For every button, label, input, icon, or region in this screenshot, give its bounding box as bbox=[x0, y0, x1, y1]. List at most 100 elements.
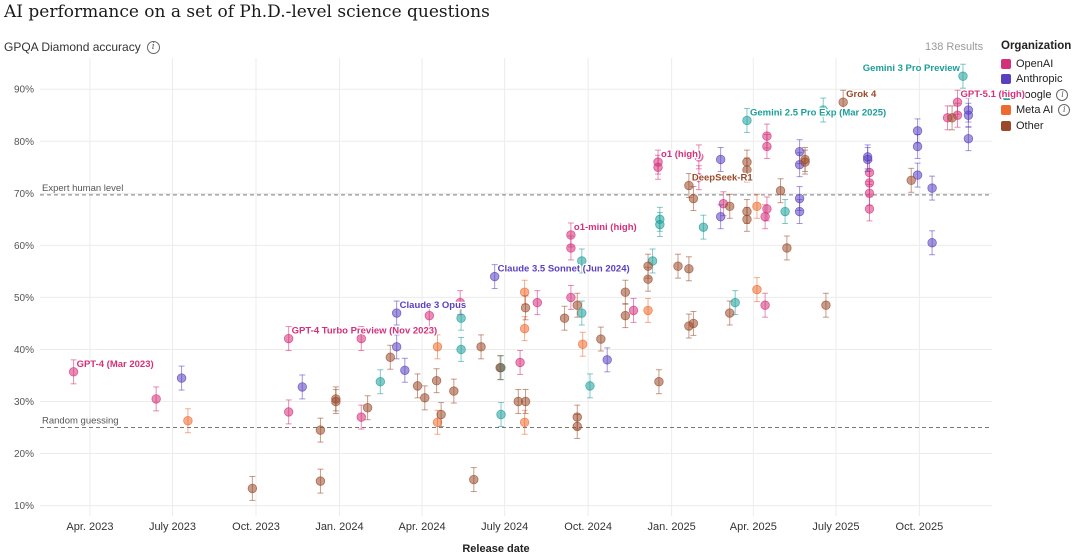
data-point bbox=[688, 318, 699, 329]
results-count: 138 Results bbox=[925, 41, 984, 53]
data-point bbox=[620, 287, 631, 297]
data-point bbox=[420, 393, 430, 403]
legend: Organization OpenAI Anthropic Google i Meta … bbox=[1001, 40, 1071, 134]
data-point bbox=[800, 157, 810, 167]
data-point bbox=[520, 396, 531, 407]
data-point bbox=[496, 409, 506, 420]
data-point bbox=[436, 409, 446, 420]
data-point bbox=[297, 382, 307, 392]
x-tick-label: Jan. 2025 bbox=[647, 521, 695, 533]
legend-label: Google bbox=[1016, 88, 1052, 101]
data-point bbox=[673, 261, 683, 271]
data-point bbox=[283, 333, 294, 344]
data-point bbox=[775, 186, 786, 196]
point-annotation: Claude 3 Opus bbox=[400, 300, 467, 311]
data-point bbox=[520, 303, 531, 313]
subtitle-text: GPQA Diamond accuracy bbox=[4, 40, 141, 54]
data-point bbox=[715, 154, 726, 165]
data-point bbox=[519, 287, 530, 297]
data-point bbox=[655, 219, 665, 230]
point-annotation: Claude 3.5 Sonnet (Jun 2024) bbox=[498, 264, 630, 275]
legend-swatch bbox=[1001, 74, 1011, 85]
data-point bbox=[151, 394, 161, 404]
reference-line-label: Expert human level bbox=[42, 183, 123, 194]
data-point bbox=[391, 308, 402, 318]
legend-label: Meta AI bbox=[1016, 104, 1054, 117]
data-point bbox=[628, 305, 639, 316]
data-point bbox=[449, 386, 459, 396]
data-point bbox=[752, 201, 762, 212]
x-tick-label: July 2023 bbox=[149, 521, 196, 533]
data-point bbox=[864, 204, 875, 214]
data-point bbox=[694, 173, 704, 183]
point-annotation: GPT-4 Turbo Preview (Nov 2023) bbox=[292, 326, 438, 337]
y-tick-label: 10% bbox=[14, 501, 34, 512]
reference-line-label: Random guessing bbox=[42, 416, 119, 427]
data-point bbox=[432, 342, 443, 352]
info-icon[interactable]: i bbox=[146, 40, 160, 54]
legend-item-anthropic[interactable]: Anthropic bbox=[1001, 72, 1071, 88]
x-axis-title: Release date bbox=[462, 543, 529, 555]
point-annotation: DeepSeek-R1 bbox=[692, 173, 753, 184]
data-point bbox=[725, 308, 735, 318]
data-point bbox=[688, 193, 699, 204]
data-point bbox=[912, 126, 923, 136]
legend-title: Organization bbox=[1001, 40, 1072, 52]
point-annotation: GPT-4 (Mar 2023) bbox=[77, 359, 154, 370]
data-point bbox=[643, 274, 653, 284]
y-tick-label: 30% bbox=[14, 397, 34, 408]
legend-swatch bbox=[1001, 105, 1011, 116]
data-point bbox=[912, 141, 923, 152]
data-point bbox=[698, 222, 709, 232]
data-point bbox=[469, 474, 479, 485]
data-point bbox=[912, 170, 923, 180]
data-point bbox=[375, 377, 386, 387]
data-point bbox=[643, 305, 653, 316]
legend-item-openai[interactable]: OpenAI bbox=[1001, 56, 1071, 72]
data-point bbox=[476, 342, 486, 352]
data-point bbox=[412, 381, 423, 391]
data-point bbox=[331, 396, 341, 407]
x-tick-label: July 2025 bbox=[812, 521, 859, 533]
data-point bbox=[456, 344, 466, 355]
info-icon[interactable]: i bbox=[1056, 88, 1069, 101]
data-point bbox=[752, 284, 762, 295]
y-tick-label: 90% bbox=[14, 85, 34, 96]
data-point bbox=[862, 154, 873, 165]
data-point bbox=[715, 212, 726, 222]
data-point bbox=[519, 417, 530, 428]
data-point bbox=[958, 71, 968, 81]
legend-swatch bbox=[1001, 120, 1011, 131]
data-point bbox=[183, 416, 193, 426]
y-tick-label: 60% bbox=[14, 241, 34, 252]
data-point bbox=[694, 152, 704, 162]
data-point bbox=[385, 352, 396, 362]
data-point bbox=[283, 407, 294, 417]
point-annotation: o1-mini (high) bbox=[574, 222, 637, 233]
data-point bbox=[963, 133, 974, 144]
data-point bbox=[519, 323, 530, 334]
data-point bbox=[566, 243, 576, 253]
legend-label: Anthropic bbox=[1016, 73, 1063, 86]
data-point bbox=[653, 162, 663, 172]
data-point bbox=[742, 165, 752, 175]
data-point bbox=[684, 264, 694, 274]
data-point bbox=[566, 292, 576, 303]
data-point bbox=[762, 141, 772, 152]
data-point bbox=[760, 212, 770, 222]
data-point bbox=[315, 425, 326, 435]
data-point bbox=[585, 381, 595, 391]
data-point bbox=[356, 333, 366, 344]
legend-item-other[interactable]: Other bbox=[1001, 118, 1071, 134]
data-point bbox=[495, 362, 505, 373]
point-annotation: Gemini 3 Pro Preview bbox=[863, 63, 961, 74]
legend-item-google[interactable]: Google i bbox=[1001, 87, 1071, 103]
data-point bbox=[515, 357, 525, 368]
legend-item-meta-ai[interactable]: Meta AI i bbox=[1001, 103, 1071, 119]
data-point bbox=[654, 377, 664, 387]
info-icon[interactable]: i bbox=[1058, 104, 1071, 117]
data-point bbox=[864, 167, 875, 178]
data-point bbox=[780, 206, 790, 217]
data-point bbox=[532, 297, 543, 308]
